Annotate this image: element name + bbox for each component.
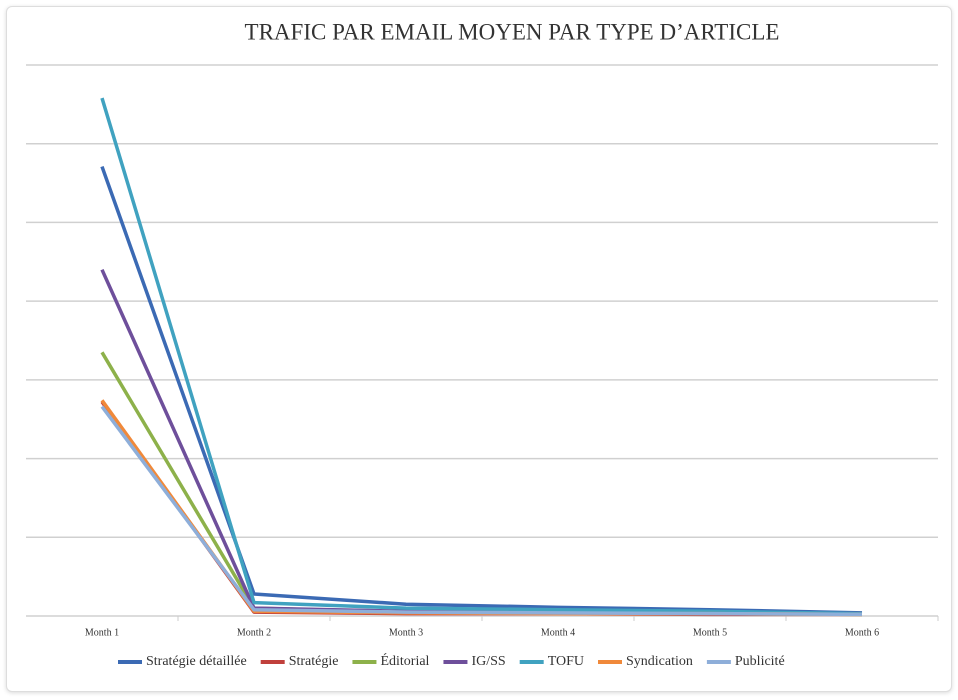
x-tick-label: Month 6 [845, 627, 879, 638]
x-tick-label: Month 3 [389, 627, 423, 638]
legend-label: Éditorial [380, 652, 429, 669]
x-tick-label: Month 4 [541, 627, 575, 638]
legend-label: Syndication [626, 654, 693, 669]
x-tick-label: Month 1 [85, 627, 119, 638]
legend-label: IG/SS [471, 654, 505, 669]
legend-label: TOFU [548, 654, 584, 669]
chart-card [6, 6, 952, 692]
x-tick-label: Month 2 [237, 627, 271, 638]
legend-label: Publicité [735, 654, 785, 669]
legend-label: Stratégie [289, 654, 339, 669]
series-line [100, 405, 863, 617]
legend-label: Stratégie détaillée [146, 654, 247, 669]
series-line [100, 97, 863, 616]
series-line [100, 400, 862, 617]
x-tick-label: Month 5 [693, 627, 727, 638]
series-line [100, 399, 863, 617]
chart-title: TRAFIC PAR EMAIL MOYEN PAR TYPE D’ARTICL… [245, 19, 780, 44]
